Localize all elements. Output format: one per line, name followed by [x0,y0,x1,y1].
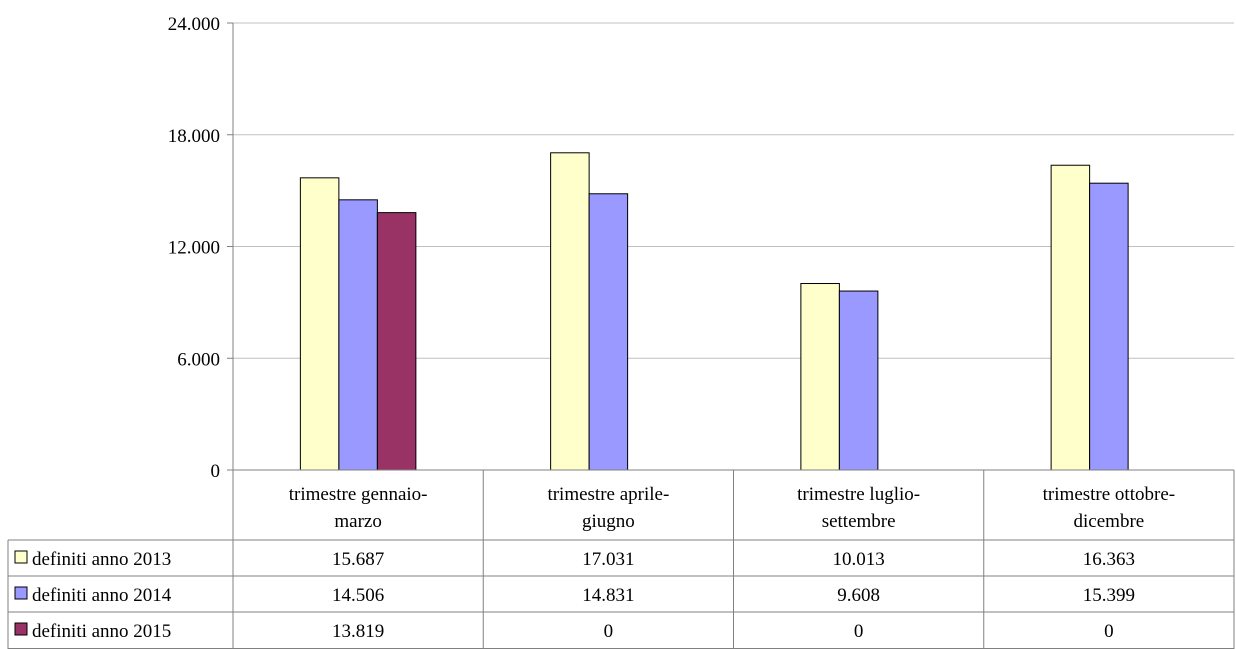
series-label: definiti anno 2013 [32,549,171,570]
bar [338,199,378,471]
category-label: giugno [582,511,635,532]
data-label: 13.819 [332,621,384,642]
data-table: trimestre gennaio-marzo trimestre aprile-… [7,469,1235,649]
y-tick-label: 18.000 [168,126,220,147]
bar [588,193,629,471]
data-label: 15.687 [332,549,384,570]
data-label: 17.031 [582,549,634,570]
data-label: 15.399 [1083,585,1135,606]
y-tick-label: 6.000 [177,349,220,370]
data-label: 0 [1104,621,1114,642]
data-label: 14.506 [332,585,384,606]
data-label: 0 [604,621,614,642]
y-tick-label: 12.000 [168,238,220,259]
bar [376,212,417,471]
category-label: trimestre gennaio- [289,484,428,505]
y-tick-label: 24.000 [168,14,220,35]
data-label: 9.608 [837,585,880,606]
category-label: trimestre ottobre- [1043,484,1175,505]
bar [800,283,840,471]
data-label: 16.363 [1083,549,1135,570]
legend-key [14,622,28,636]
legend-key [14,586,28,600]
series-label: definiti anno 2015 [32,621,171,642]
data-label: 10.013 [833,549,885,570]
bar [1089,182,1129,471]
bars [299,152,1129,471]
y-axis: 0 6.000 12.000 18.000 24.000 [168,14,234,482]
legend-key [14,550,28,564]
category-label: settembre [822,511,896,532]
category-label: trimestre luglio- [797,484,920,505]
data-label: 0 [854,621,864,642]
category-label: trimestre aprile- [547,484,669,505]
category-label: dicembre [1074,511,1145,532]
data-label: 14.831 [582,585,634,606]
bar [299,177,340,471]
bar [550,152,590,471]
bar [1050,164,1091,471]
y-tick-label: 0 [211,461,221,482]
category-label: marzo [334,511,381,532]
bar [838,290,879,471]
series-label: definiti anno 2014 [32,585,172,606]
